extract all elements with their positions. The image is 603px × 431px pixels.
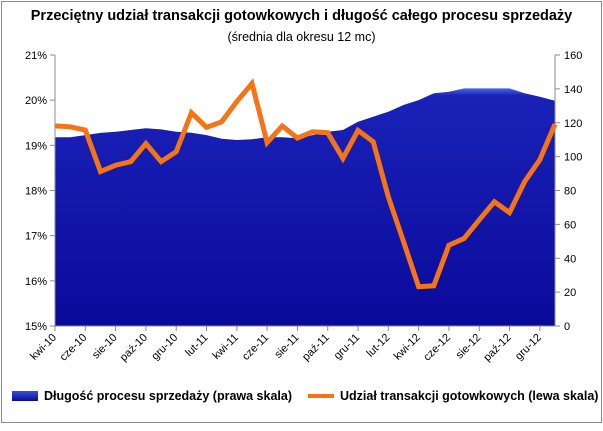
left-tick-label: 21% — [25, 50, 47, 62]
x-tick-label: sie-12 — [454, 332, 484, 362]
chart-subtitle: (średnia dla okresu 12 mc) — [227, 30, 376, 44]
x-tick-label: cze-11 — [240, 332, 271, 363]
x-tick-label: cze-10 — [58, 332, 90, 364]
x-tick-label: paź-10 — [118, 332, 150, 364]
x-tick-label: lut-12 — [365, 332, 393, 360]
x-tick-label: cze-12 — [421, 332, 453, 364]
legend-swatch-line — [308, 394, 335, 398]
left-tick-label: 15% — [25, 321, 47, 333]
x-tick-label: kwi-12 — [392, 332, 423, 363]
right-tick-label: 140 — [564, 84, 582, 96]
left-tick-label: 18% — [25, 186, 47, 198]
left-tick-label: 17% — [25, 231, 47, 243]
series-area-duration — [55, 88, 555, 327]
right-tick-label: 160 — [564, 50, 582, 62]
x-tick-label: paź-12 — [481, 332, 513, 364]
right-tick-label: 60 — [564, 219, 576, 231]
right-tick-label: 100 — [564, 152, 582, 164]
legend-swatch-area — [12, 391, 38, 401]
right-tick-label: 80 — [564, 186, 576, 198]
series-line-cash-share — [54, 78, 558, 290]
legend-label-line: Udział transakcji gotowkowych (lewa skal… — [340, 389, 599, 403]
x-tick-label: sie-11 — [272, 332, 301, 361]
x-tick-label: sie-10 — [90, 332, 120, 362]
left-tick-label: 19% — [25, 140, 47, 152]
x-tick-label: lut-11 — [183, 332, 210, 359]
x-tick-label: kwi-10 — [28, 332, 59, 363]
chart-title: Przeciętny udział transakcji gotowkowych… — [30, 8, 573, 24]
x-tick-label: kwi-11 — [211, 332, 241, 362]
x-tick-label: gru-10 — [149, 332, 180, 363]
left-tick-label: 16% — [25, 276, 47, 288]
x-tick-label: paź-11 — [300, 332, 332, 364]
right-tick-label: 20 — [564, 287, 576, 299]
legend-label-area: Długość procesu sprzedaży (prawa skala) — [44, 389, 293, 403]
legend: Długość procesu sprzedaży (prawa skala) … — [12, 389, 598, 403]
x-tick-label: gru-11 — [332, 332, 362, 362]
right-tick-label: 120 — [564, 118, 582, 130]
right-tick-label: 40 — [564, 253, 576, 265]
left-tick-label: 20% — [25, 95, 47, 107]
x-tick-label: gru-12 — [513, 332, 544, 363]
right-tick-label: 0 — [564, 321, 570, 333]
